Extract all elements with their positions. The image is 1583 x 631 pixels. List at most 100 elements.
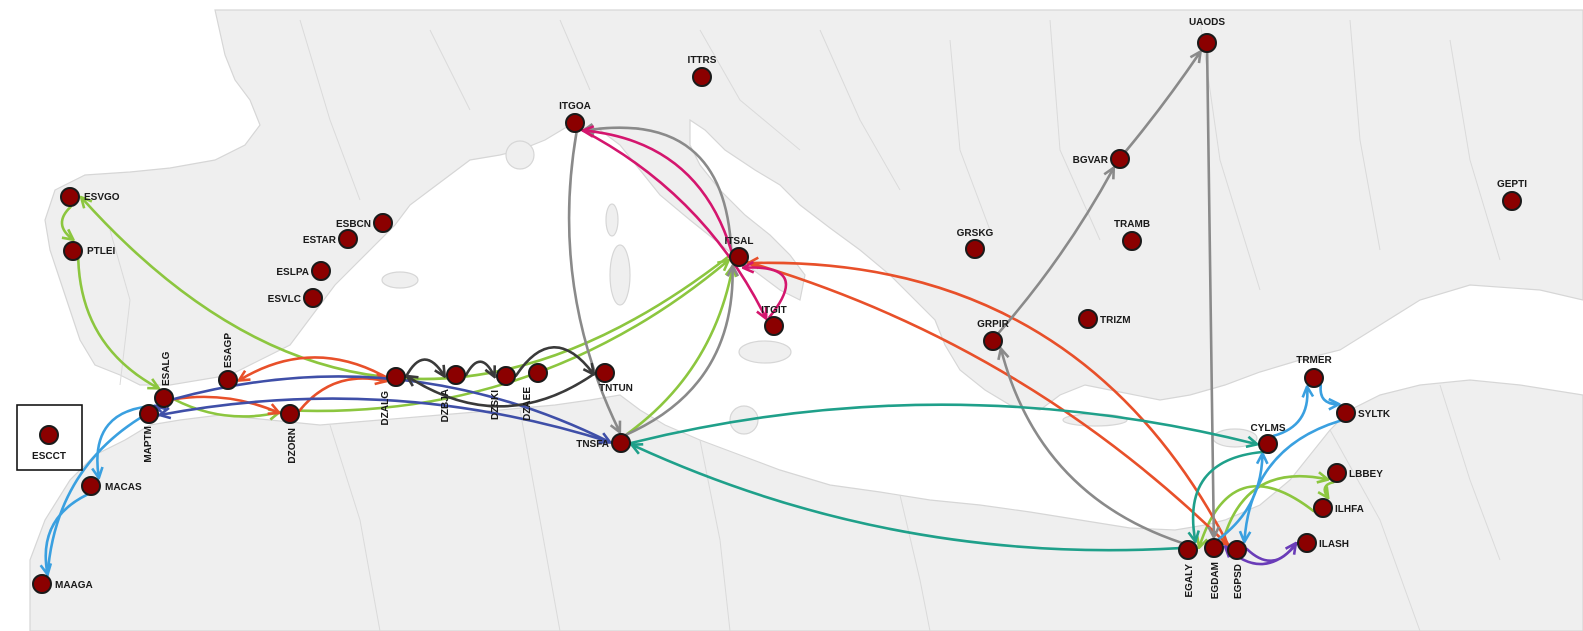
node-label: UAODS [1189, 17, 1225, 28]
node-tnsfa[interactable]: TNSFA [576, 433, 631, 453]
node-marker[interactable] [965, 239, 985, 259]
node-esbcn[interactable]: ESBCN [336, 213, 393, 233]
node-marker[interactable] [1502, 191, 1522, 211]
node-marker[interactable] [39, 425, 59, 445]
node-marker[interactable] [280, 404, 300, 424]
node-marker[interactable] [386, 367, 406, 387]
node-escct[interactable]: ESCCT [32, 425, 66, 462]
node-maptm[interactable]: MAPTM [139, 404, 159, 463]
node-itgit[interactable]: ITGIT [761, 305, 787, 336]
route-itsal-itgoa [584, 128, 733, 252]
node-label: DZAEE [522, 387, 533, 421]
node-itgoa[interactable]: ITGOA [559, 101, 591, 133]
node-marker[interactable] [764, 316, 784, 336]
node-marker[interactable] [311, 261, 331, 281]
node-ptlei[interactable]: PTLEI [63, 241, 116, 261]
node-marker[interactable] [139, 404, 159, 424]
route-dzorn-itsal [298, 261, 727, 413]
node-label: ITSAL [725, 236, 754, 247]
node-label: MAAGA [55, 580, 93, 591]
node-label: ESCCT [32, 451, 66, 462]
node-uaods[interactable]: UAODS [1189, 17, 1225, 53]
node-marker[interactable] [303, 288, 323, 308]
country-borders [109, 19, 1501, 631]
node-label: TRIZM [1100, 315, 1131, 326]
node-marker[interactable] [1297, 533, 1317, 553]
node-dzaee[interactable]: DZAEE [522, 363, 548, 421]
node-marker[interactable] [63, 241, 83, 261]
node-esagp[interactable]: ESAGP [218, 333, 238, 390]
node-esvgo[interactable]: ESVGO [60, 187, 120, 207]
nodes-layer: UAODS ITTRS ITGOA BGVAR GEPTI ESVGO ESBCN ESTAR… [32, 17, 1527, 599]
node-estar[interactable]: ESTAR [303, 229, 358, 249]
node-label: DZBJA [440, 389, 451, 422]
node-grskg[interactable]: GRSKG [957, 228, 994, 259]
node-marker[interactable] [32, 574, 52, 594]
node-ilhfa[interactable]: ILHFA [1313, 498, 1364, 518]
route-dzorn-dzalg [298, 378, 384, 413]
node-esalg[interactable]: ESALG [154, 351, 174, 408]
route-tnsfa-maptm [161, 397, 613, 444]
node-marker[interactable] [528, 363, 548, 383]
node-eslpa[interactable]: ESLPA [276, 261, 331, 281]
node-marker[interactable] [1204, 538, 1224, 558]
node-bgvar[interactable]: BGVAR [1073, 149, 1130, 169]
node-marker[interactable] [1078, 309, 1098, 329]
node-dzorn[interactable]: DZORN [280, 404, 300, 464]
node-lbbey[interactable]: LBBEY [1327, 463, 1383, 483]
node-marker[interactable] [983, 331, 1003, 351]
node-tramb[interactable]: TRAMB [1114, 219, 1150, 251]
node-tntun[interactable]: TNTUN [595, 363, 633, 394]
node-syltk[interactable]: SYLTK [1336, 403, 1391, 423]
node-label: ITTRS [688, 55, 717, 66]
node-marker[interactable] [692, 67, 712, 87]
node-ilash[interactable]: ILASH [1297, 533, 1349, 553]
node-marker[interactable] [496, 366, 516, 386]
node-esvlc[interactable]: ESVLC [268, 288, 323, 308]
node-marker[interactable] [1110, 149, 1130, 169]
node-marker[interactable] [611, 433, 631, 453]
node-marker[interactable] [373, 213, 393, 233]
node-marker[interactable] [60, 187, 80, 207]
node-marker[interactable] [446, 365, 466, 385]
node-dzalg[interactable]: DZALG [380, 367, 406, 425]
node-dzski[interactable]: DZSKI [490, 366, 516, 420]
node-itsal[interactable]: ITSAL [725, 236, 754, 267]
node-marker[interactable] [81, 476, 101, 496]
node-macas[interactable]: MACAS [81, 476, 142, 496]
route-syltk-egpsd [1244, 419, 1342, 541]
node-marker[interactable] [218, 370, 238, 390]
node-grpir[interactable]: GRPIR [977, 319, 1010, 351]
node-dzbja[interactable]: DZBJA [440, 365, 466, 422]
node-marker[interactable] [1227, 540, 1247, 560]
route-egpsd-itsal [749, 263, 1230, 547]
node-label: EGALY [1184, 564, 1195, 598]
node-marker[interactable] [338, 229, 358, 249]
node-label: PTLEI [87, 246, 116, 257]
node-marker[interactable] [154, 388, 174, 408]
node-marker[interactable] [1304, 368, 1324, 388]
node-marker[interactable] [1178, 540, 1198, 560]
node-ittrs[interactable]: ITTRS [688, 55, 717, 87]
node-trmer[interactable]: TRMER [1296, 355, 1333, 388]
node-marker[interactable] [1313, 498, 1333, 518]
node-egaly[interactable]: EGALY [1178, 540, 1198, 598]
route-egaly-tnsfa [633, 445, 1180, 552]
node-marker[interactable] [595, 363, 615, 383]
node-label: CYLMS [1251, 423, 1286, 434]
node-gepti[interactable]: GEPTI [1497, 179, 1527, 211]
node-marker[interactable] [565, 113, 585, 133]
node-marker[interactable] [1336, 403, 1356, 423]
node-egpsd[interactable]: EGPSD [1227, 540, 1247, 599]
node-marker[interactable] [729, 247, 749, 267]
node-marker[interactable] [1258, 434, 1278, 454]
node-maaga[interactable]: MAAGA [32, 574, 93, 594]
node-marker[interactable] [1197, 33, 1217, 53]
node-marker[interactable] [1327, 463, 1347, 483]
route-esalg-dzorn [172, 397, 278, 416]
node-trizm[interactable]: TRIZM [1078, 309, 1131, 329]
node-marker[interactable] [1122, 231, 1142, 251]
node-egdam[interactable]: EGDAM [1204, 538, 1224, 599]
node-label: ITGIT [761, 305, 787, 316]
node-cylms[interactable]: CYLMS [1251, 423, 1286, 454]
